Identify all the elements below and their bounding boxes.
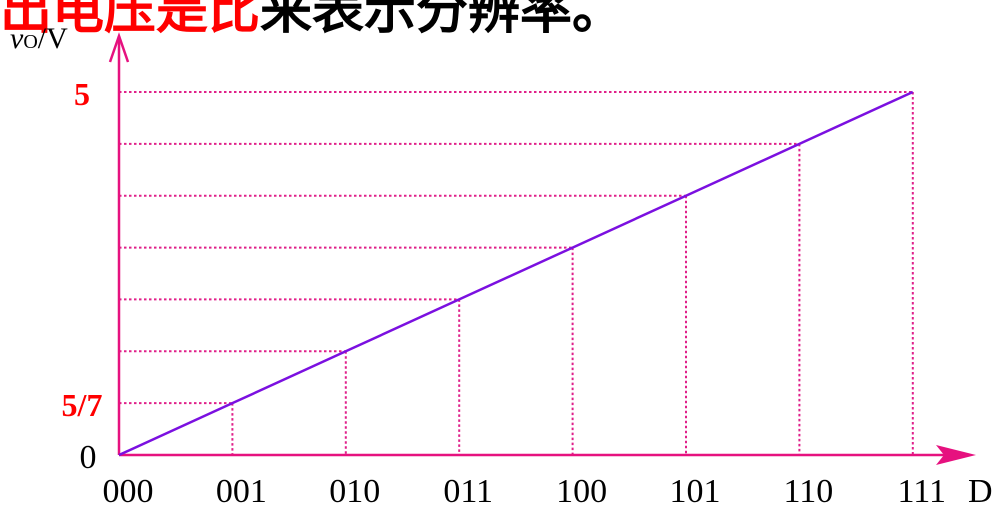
series-line [118, 90, 914, 457]
x-category-label: 111 [898, 473, 946, 508]
y-tick-label: 5 [74, 76, 90, 112]
x-category-label: 010 [329, 473, 380, 508]
y-axis-arrow-icon [108, 32, 130, 63]
y-axis-label-subscript: O [23, 31, 37, 53]
y-tick-label: 5/7 [62, 387, 103, 423]
guide-lines [119, 91, 914, 455]
header-black-text: 来表示分辨率。 [260, 0, 625, 41]
slide-header: 出电压是比来表示分辨率。 [0, 0, 624, 43]
y-axis-label: vO/V [10, 22, 68, 55]
x-category-label: 000 [103, 473, 154, 508]
x-category-label: 011 [443, 473, 493, 508]
x-category-label: 001 [216, 473, 267, 508]
x-axis-arrow-icon [936, 445, 976, 465]
x-category-label: 110 [784, 473, 834, 508]
y-axis-label-symbol: v [10, 22, 24, 55]
x-category-labels: 000 001 010 011 100 101 110 111 [103, 473, 947, 508]
y-axis-label-unit: /V [38, 22, 68, 55]
y-tick-label: 0 [80, 439, 97, 476]
x-category-label: 100 [556, 473, 607, 508]
x-category-label: 101 [670, 473, 721, 508]
x-axis-label: D [968, 473, 993, 508]
header-red-text: 出电压是比 [0, 0, 261, 41]
y-tick-labels: 0 5/7 5 [62, 76, 103, 476]
